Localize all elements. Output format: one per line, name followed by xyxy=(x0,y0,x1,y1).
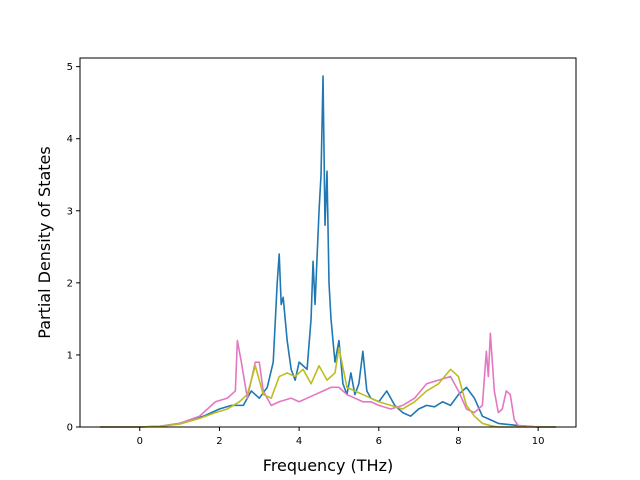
y-tick-label: 2 xyxy=(67,278,73,289)
x-axis-ticks: 0 2 4 6 8 10 xyxy=(137,427,545,447)
plot-frame xyxy=(79,57,577,428)
series-line-1 xyxy=(99,75,557,428)
x-tick-label: 0 xyxy=(137,436,143,447)
y-tick-label: 0 xyxy=(67,423,73,434)
x-tick-label: 2 xyxy=(216,436,222,447)
y-tick-label: 1 xyxy=(67,350,73,361)
y-tick-label: 3 xyxy=(67,206,73,217)
y-axis-label: Partial Density of States xyxy=(35,146,54,338)
x-tick-label: 8 xyxy=(455,436,461,447)
y-axis-ticks: 0 1 2 3 4 5 xyxy=(67,62,80,434)
y-tick-label: 4 xyxy=(67,134,73,145)
series-line-3 xyxy=(99,346,557,428)
y-tick-label: 5 xyxy=(67,62,73,73)
x-tick-label: 10 xyxy=(532,436,545,447)
plot-lines xyxy=(99,75,557,428)
series-line-2 xyxy=(99,332,557,428)
x-tick-label: 4 xyxy=(296,436,302,447)
x-axis-label: Frequency (THz) xyxy=(263,456,393,475)
x-tick-label: 6 xyxy=(376,436,382,447)
